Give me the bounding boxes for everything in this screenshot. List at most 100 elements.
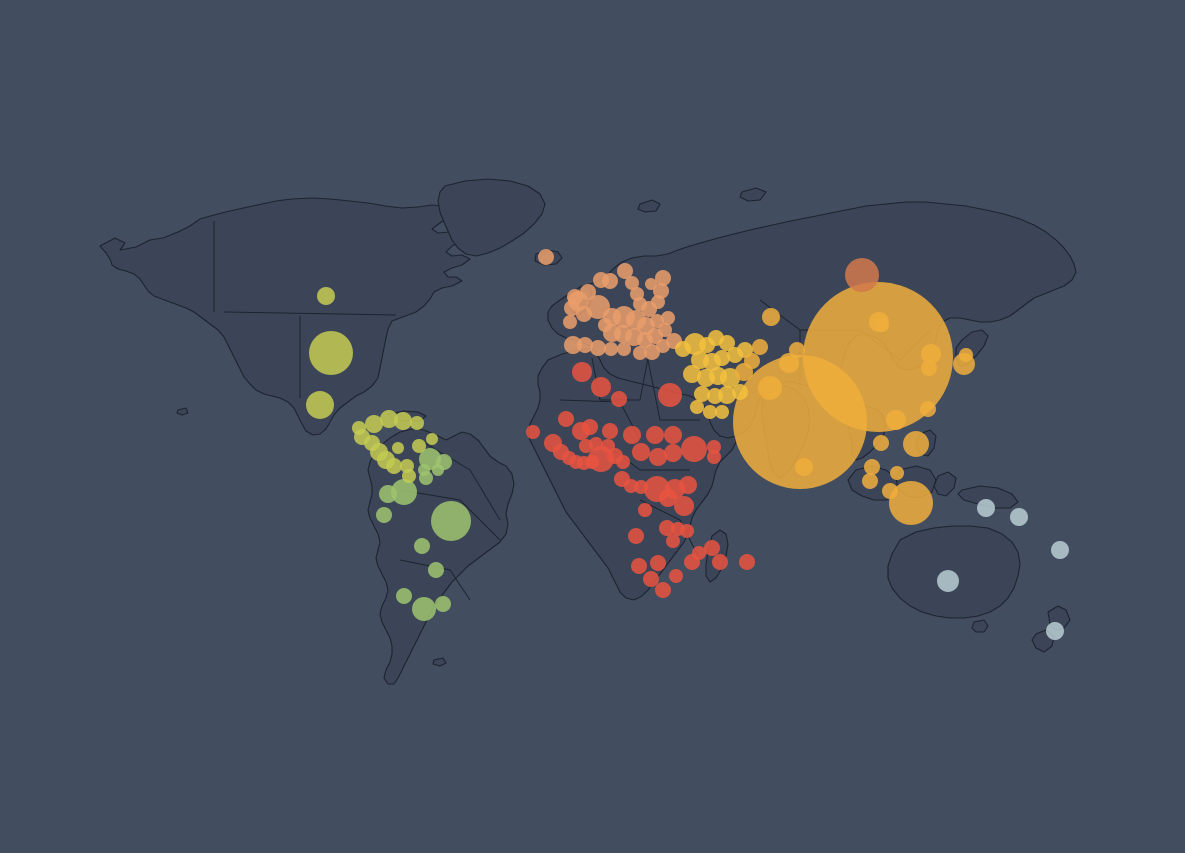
map-bubble[interactable] <box>431 501 471 541</box>
map-bubble[interactable] <box>658 383 682 407</box>
map-bubble[interactable] <box>577 337 593 353</box>
map-bubble[interactable] <box>655 270 671 286</box>
map-bubble[interactable] <box>644 344 660 360</box>
map-bubble[interactable] <box>845 258 879 292</box>
map-bubble[interactable] <box>744 353 760 369</box>
map-bubble[interactable] <box>1046 622 1064 640</box>
map-bubble[interactable] <box>563 315 577 329</box>
map-bubble[interactable] <box>650 555 666 571</box>
map-bubble[interactable] <box>714 350 730 366</box>
map-bubble[interactable] <box>752 339 768 355</box>
map-bubble[interactable] <box>664 426 682 444</box>
map-bubble[interactable] <box>611 391 627 407</box>
map-bubble[interactable] <box>795 458 813 476</box>
map-bubble[interactable] <box>645 278 657 290</box>
map-bubble[interactable] <box>580 284 596 300</box>
map-bubble[interactable] <box>558 411 574 427</box>
map-bubble[interactable] <box>707 450 721 464</box>
map-bubble[interactable] <box>789 342 805 358</box>
map-bubble[interactable] <box>920 401 936 417</box>
map-bubble[interactable] <box>616 455 630 469</box>
map-bubble[interactable] <box>1051 541 1069 559</box>
map-bubble[interactable] <box>779 353 799 373</box>
map-bubble[interactable] <box>650 314 664 328</box>
map-bubble[interactable] <box>598 318 612 332</box>
map-bubble[interactable] <box>707 388 723 404</box>
map-bubble[interactable] <box>633 346 647 360</box>
map-bubble[interactable] <box>959 348 973 362</box>
map-bubble[interactable] <box>862 473 878 489</box>
map-bubble[interactable] <box>564 300 580 316</box>
map-bubble[interactable] <box>681 436 707 462</box>
map-bubble[interactable] <box>656 339 670 353</box>
map-bubble[interactable] <box>576 306 592 322</box>
map-bubble[interactable] <box>364 435 380 451</box>
map-bubble[interactable] <box>758 376 782 400</box>
map-bubble[interactable] <box>394 412 412 430</box>
map-bubble[interactable] <box>638 503 652 517</box>
map-bubble[interactable] <box>664 444 682 462</box>
map-bubble[interactable] <box>601 439 615 453</box>
map-bubble[interactable] <box>661 311 675 325</box>
map-bubble[interactable] <box>602 423 618 439</box>
map-bubble[interactable] <box>617 342 631 356</box>
map-bubble[interactable] <box>564 336 582 354</box>
map-bubble[interactable] <box>591 377 611 397</box>
map-bubble[interactable] <box>317 287 335 305</box>
map-bubble[interactable] <box>617 263 633 279</box>
map-bubble[interactable] <box>590 340 606 356</box>
map-bubble[interactable] <box>921 344 941 364</box>
map-bubble[interactable] <box>538 249 554 265</box>
map-bubble[interactable] <box>633 297 647 311</box>
map-bubble[interactable] <box>739 554 755 570</box>
map-bubble[interactable] <box>379 485 397 503</box>
map-bubble[interactable] <box>412 597 436 621</box>
map-bubble[interactable] <box>386 458 402 474</box>
map-bubble[interactable] <box>709 367 727 385</box>
map-bubble[interactable] <box>679 476 697 494</box>
map-bubble[interactable] <box>903 431 929 457</box>
map-bubble[interactable] <box>886 410 906 430</box>
map-bubble[interactable] <box>623 426 641 444</box>
map-bubble[interactable] <box>921 360 937 376</box>
map-bubble[interactable] <box>653 283 669 299</box>
map-bubble[interactable] <box>402 469 416 483</box>
map-bubble[interactable] <box>882 483 898 499</box>
map-bubble[interactable] <box>634 480 648 494</box>
map-bubble[interactable] <box>694 386 710 402</box>
map-bubble[interactable] <box>937 570 959 592</box>
map-bubble[interactable] <box>712 554 728 570</box>
map-bubble[interactable] <box>432 464 444 476</box>
map-bubble[interactable] <box>376 507 392 523</box>
map-bubble[interactable] <box>651 295 665 309</box>
map-bubble[interactable] <box>658 323 672 337</box>
map-bubble[interactable] <box>690 400 704 414</box>
map-bubble[interactable] <box>873 435 889 451</box>
map-bubble[interactable] <box>380 410 398 428</box>
map-bubble[interactable] <box>732 384 748 400</box>
map-bubble[interactable] <box>707 440 721 454</box>
map-bubble[interactable] <box>977 499 995 517</box>
map-bubble[interactable] <box>666 534 680 548</box>
map-bubble[interactable] <box>890 466 904 480</box>
map-bubble[interactable] <box>674 496 694 516</box>
map-bubble[interactable] <box>410 416 424 430</box>
map-bubble[interactable] <box>625 276 639 290</box>
map-bubble[interactable] <box>631 558 647 574</box>
map-bubble[interactable] <box>306 391 334 419</box>
map-bubble[interactable] <box>589 437 603 451</box>
map-bubble[interactable] <box>396 588 412 604</box>
map-bubble[interactable] <box>526 425 540 439</box>
map-bubble[interactable] <box>628 528 644 544</box>
map-bubble[interactable] <box>669 569 683 583</box>
map-bubble[interactable] <box>655 582 671 598</box>
map-bubble[interactable] <box>659 520 675 536</box>
map-bubble[interactable] <box>646 426 664 444</box>
map-bubble[interactable] <box>683 365 701 383</box>
map-bubble[interactable] <box>889 481 933 525</box>
map-bubble[interactable] <box>719 335 735 351</box>
map-bubble[interactable] <box>703 405 717 419</box>
map-bubble[interactable] <box>414 538 430 554</box>
map-bubble[interactable] <box>680 524 694 538</box>
map-bubble[interactable] <box>426 433 438 445</box>
